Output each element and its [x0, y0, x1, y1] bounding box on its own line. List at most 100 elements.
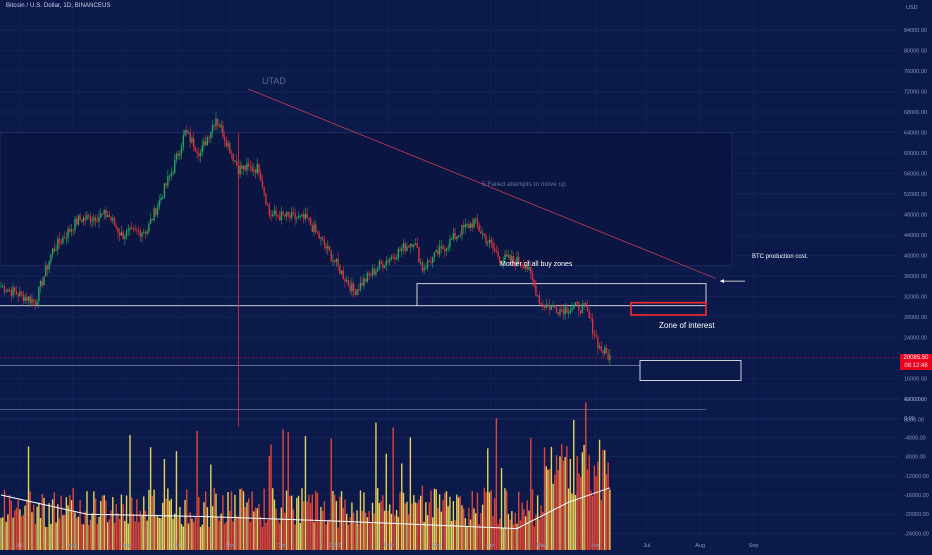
candle-body — [433, 252, 436, 257]
candle-body — [454, 232, 456, 240]
volume-bar — [328, 519, 331, 553]
volume-bar — [574, 495, 577, 553]
volume-bar — [292, 509, 295, 553]
volume-bar — [454, 520, 456, 553]
candle-body — [366, 273, 369, 282]
volume-bar — [456, 494, 458, 553]
volume-bar — [65, 497, 68, 553]
candle-body — [483, 233, 486, 236]
volume-bar — [34, 523, 37, 553]
volume-bar — [242, 491, 245, 553]
candle-body — [82, 217, 85, 222]
volume-bar — [552, 483, 554, 553]
candle-body — [598, 346, 601, 348]
volume-bar — [492, 516, 494, 553]
mother-zone-label: Mother of all buy zones — [500, 261, 573, 268]
volume-bar — [452, 501, 455, 553]
candle-body — [297, 216, 300, 219]
volume-bar — [149, 447, 152, 553]
volume-bar — [79, 500, 81, 553]
candle-body — [289, 215, 291, 218]
symbol-legend[interactable]: Bitcoin / U.S. Dollar, 1D, BINANCEUS — [6, 3, 111, 9]
volume-bar — [602, 449, 604, 553]
volume-bar — [394, 515, 396, 553]
candle-body — [220, 125, 222, 128]
volume-bar — [260, 516, 262, 553]
time-tick-label: Jul — [15, 543, 22, 549]
candle-body — [8, 289, 11, 291]
volume-bar — [43, 497, 45, 553]
volume-bar — [358, 524, 360, 553]
candle-body — [268, 205, 271, 216]
candle-body — [449, 239, 451, 248]
volume-bar — [352, 512, 355, 553]
candle-body — [518, 257, 520, 264]
candle-body — [566, 307, 568, 313]
volume-bar — [390, 513, 393, 553]
candle-body — [242, 165, 245, 169]
candle-body — [146, 231, 148, 234]
volume-bar — [82, 524, 85, 553]
volume-bar — [218, 520, 221, 553]
candle-body — [184, 130, 186, 136]
candle-body — [53, 248, 56, 251]
candle-body — [485, 235, 487, 244]
candle-body — [217, 118, 219, 125]
volume-bar — [24, 505, 26, 553]
volume-bar — [600, 500, 602, 553]
volume-bar — [499, 518, 501, 553]
candle-body — [462, 225, 465, 228]
volume-bar — [7, 514, 9, 553]
volume-bar — [595, 476, 597, 553]
candle-body — [218, 124, 221, 128]
time-tick-label: Oct — [173, 543, 182, 549]
volume-bar — [280, 507, 283, 553]
volume-bar — [186, 489, 188, 553]
drawings — [0, 88, 745, 428]
volume-layer — [0, 402, 611, 553]
candle-body — [339, 265, 341, 274]
candle-body — [481, 233, 484, 235]
volume-bar — [112, 497, 114, 553]
candle-body — [201, 145, 203, 153]
volume-bar — [239, 489, 241, 553]
candle-body — [383, 265, 386, 268]
volume-bar — [490, 489, 492, 553]
candle-body — [223, 136, 226, 141]
volume-bar — [356, 510, 358, 553]
volume-bar — [172, 518, 174, 553]
volume-bar — [266, 520, 269, 553]
candle-body — [578, 302, 580, 311]
volume-bar — [93, 491, 95, 553]
volume-bar — [31, 512, 33, 553]
volume-bar — [440, 511, 443, 553]
candle-body — [70, 229, 73, 232]
volume-bar — [118, 518, 121, 553]
volume-bar — [533, 526, 535, 553]
overlay-layer — [0, 357, 900, 530]
candle-body — [607, 353, 609, 360]
price-tick-label: 36000.00 — [904, 274, 927, 280]
volume-bar — [528, 510, 530, 553]
volume-bar — [478, 523, 480, 553]
candle-body — [227, 143, 229, 147]
volume-bar — [100, 501, 102, 553]
volume-bar — [303, 501, 305, 553]
candle-body — [177, 153, 179, 156]
candle-body — [397, 248, 400, 258]
candle-body — [106, 215, 109, 217]
candle-body — [497, 252, 499, 257]
candle-body — [363, 278, 365, 286]
volume-bar — [523, 509, 525, 553]
volume-bar — [22, 514, 25, 553]
candle-body — [304, 213, 307, 219]
volume-bar — [268, 455, 271, 553]
volume-bar — [438, 494, 441, 553]
candle-body — [81, 219, 83, 222]
candle-body — [131, 228, 133, 230]
candle-body — [7, 289, 9, 292]
volume-bar — [26, 499, 28, 553]
candle-body — [174, 159, 176, 173]
volume-bar — [19, 509, 21, 553]
